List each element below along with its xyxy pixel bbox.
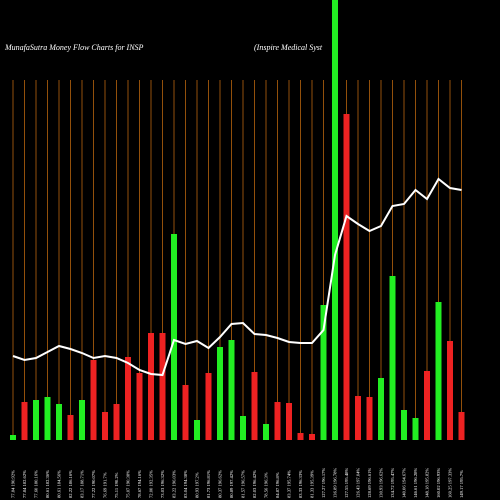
bar [217, 347, 223, 440]
bar [389, 276, 396, 440]
x-tick-label: 83.22 196.03% [172, 470, 177, 498]
bar [79, 400, 85, 440]
bar [286, 403, 292, 440]
x-tick-label: 148.18 195.82% [425, 468, 430, 498]
bar [412, 418, 419, 440]
x-tick-label: 77.22 190.07% [91, 470, 96, 498]
x-tick-label: 76.69 191.7% [103, 472, 108, 498]
x-tick-label: 126.43 197.04% [356, 468, 361, 498]
x-tick-label: 81.57 196.57% [241, 470, 246, 498]
x-tick-label: 130.93 196.62% [379, 468, 384, 498]
bar [297, 433, 304, 440]
x-tick-label: 83.17 188.71% [80, 470, 85, 498]
x-tick-label: 80.93 197.2% [195, 472, 200, 498]
x-tick-label: 81.33 195.39% [310, 470, 315, 498]
x-tick-label: 73.03 196.32% [160, 470, 165, 498]
x-tick-label: 134.72 195.47% [390, 468, 395, 498]
bar [435, 302, 442, 440]
x-tick-label: 84.87 196.8% [275, 472, 280, 498]
bar [378, 378, 384, 440]
bar [240, 416, 246, 440]
x-tick-label: 82.22 186.16% [68, 470, 73, 498]
bar [194, 420, 200, 440]
chart-subtitle: (Inspire Medical Syst [254, 43, 323, 52]
bar [251, 372, 258, 440]
x-tick-label: 80.89 197.42% [229, 470, 234, 498]
x-tick-label: 78.67 194.16% [137, 470, 142, 498]
bar [309, 434, 315, 440]
bar [401, 410, 407, 440]
x-tick-label: 83.04 194.38% [183, 470, 188, 498]
x-tick-label: 80.61 184.56% [57, 470, 62, 498]
x-tick-label: 75.11 190.2% [114, 472, 119, 498]
price-line [12, 177, 462, 377]
bar [33, 400, 39, 440]
x-tick-label: 80.61 182.36% [45, 470, 50, 498]
bar [21, 402, 28, 440]
bar [228, 340, 235, 440]
x-tick-label: 75.07 190.38% [126, 470, 131, 498]
x-tick-label: 149.17 195.7% [459, 470, 464, 498]
x-tick-label: 80.37 196.62% [218, 470, 223, 498]
bar [67, 415, 74, 440]
bar [171, 234, 177, 440]
x-tick-label: 136.89 196.78% [333, 468, 338, 498]
x-tick-label: 78.56 196.3% [264, 472, 269, 498]
bar [102, 412, 108, 440]
bar [320, 305, 327, 440]
bar [343, 114, 350, 440]
x-tick-label: 160.25 197.33% [448, 468, 453, 498]
bar [10, 435, 16, 440]
bar [90, 360, 97, 440]
bar [366, 397, 373, 440]
bar [136, 373, 143, 440]
x-tick-label: 127.55 195.48% [344, 468, 349, 498]
x-tick-label: 140.06 194.67% [402, 468, 407, 498]
bar [447, 341, 453, 440]
bar [113, 404, 120, 440]
x-tick-label: 72.00 192.35% [149, 470, 154, 498]
bar [274, 402, 281, 440]
x-tick-label: 127.27 196.17% [321, 468, 326, 498]
x-tick-label: 83.37 195.74% [287, 470, 292, 498]
x-tick-label: 81.73 196.81% [206, 470, 211, 498]
bar [148, 333, 154, 440]
chart-title: MunafaSutra Money Flow Charts for INSP [4, 43, 144, 52]
bar [263, 424, 269, 440]
bar [424, 371, 430, 440]
bar [125, 357, 131, 440]
bar [332, 0, 338, 440]
x-tick-label: 146.61 196.28% [413, 468, 418, 498]
x-tick-label: 160.02 196.93% [436, 468, 441, 498]
bar [56, 404, 62, 440]
x-tick-label: 128.69 196.61% [367, 468, 372, 498]
bar [355, 396, 361, 440]
x-tick-label: 83.33 196.33% [298, 470, 303, 498]
bar [44, 397, 51, 440]
bar [458, 412, 465, 440]
x-tick-label: 77.84 182.62% [22, 470, 27, 498]
bar [205, 373, 212, 440]
bar [159, 333, 166, 440]
x-tick-label: 82.03 196.42% [252, 470, 257, 498]
x-tick-label: 77.60 180.16% [34, 470, 39, 498]
bar [182, 385, 189, 440]
x-tick-label: 77.84 190.92% [11, 470, 16, 498]
